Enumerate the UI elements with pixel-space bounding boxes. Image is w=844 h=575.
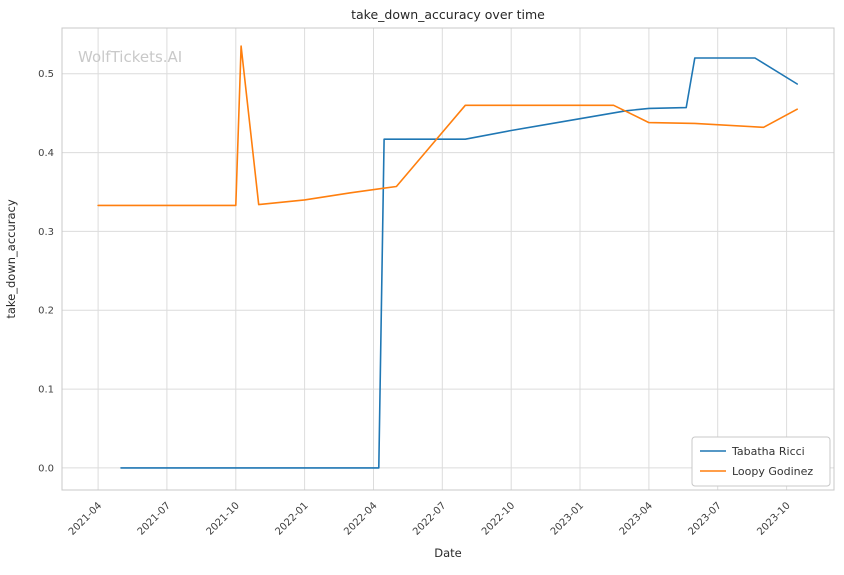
x-tick-label: 2021-10 [205,500,242,537]
watermark: WolfTickets.AI [78,48,182,66]
y-tick-label: 0.4 [38,148,54,159]
series-line-tabatha-ricci [120,57,799,469]
y-tick-label: 0.5 [38,69,54,80]
x-tick-label: 2023-10 [755,500,792,537]
legend-box [691,436,831,487]
x-tick-label: 2022-01 [273,500,310,537]
legend-label: Tabatha Ricci [731,445,805,458]
plot-area [62,28,834,490]
y-axis-label: take_down_accuracy [4,199,18,318]
x-tick-label: 2022-10 [480,500,517,537]
y-tick-label: 0.3 [38,227,54,238]
y-tick-label: 0.2 [38,306,54,317]
x-tick-label: 2021-07 [136,500,173,537]
x-tick-label: 2023-04 [618,500,655,537]
plot-border [61,27,835,491]
x-axis-label: Date [434,546,462,560]
x-tick-label: 2023-01 [549,500,586,537]
chart-title: take_down_accuracy over time [351,7,545,22]
x-tick-label: 2021-04 [67,500,104,537]
y-tick-label: 0.0 [38,463,54,474]
x-tick-label: 2022-07 [411,500,448,537]
x-tick-label: 2022-04 [342,500,379,537]
x-tick-label: 2023-07 [687,500,724,537]
y-tick-label: 0.1 [38,385,54,396]
series-line-loopy-godinez [97,45,799,207]
legend-label: Loopy Godinez [732,465,813,478]
